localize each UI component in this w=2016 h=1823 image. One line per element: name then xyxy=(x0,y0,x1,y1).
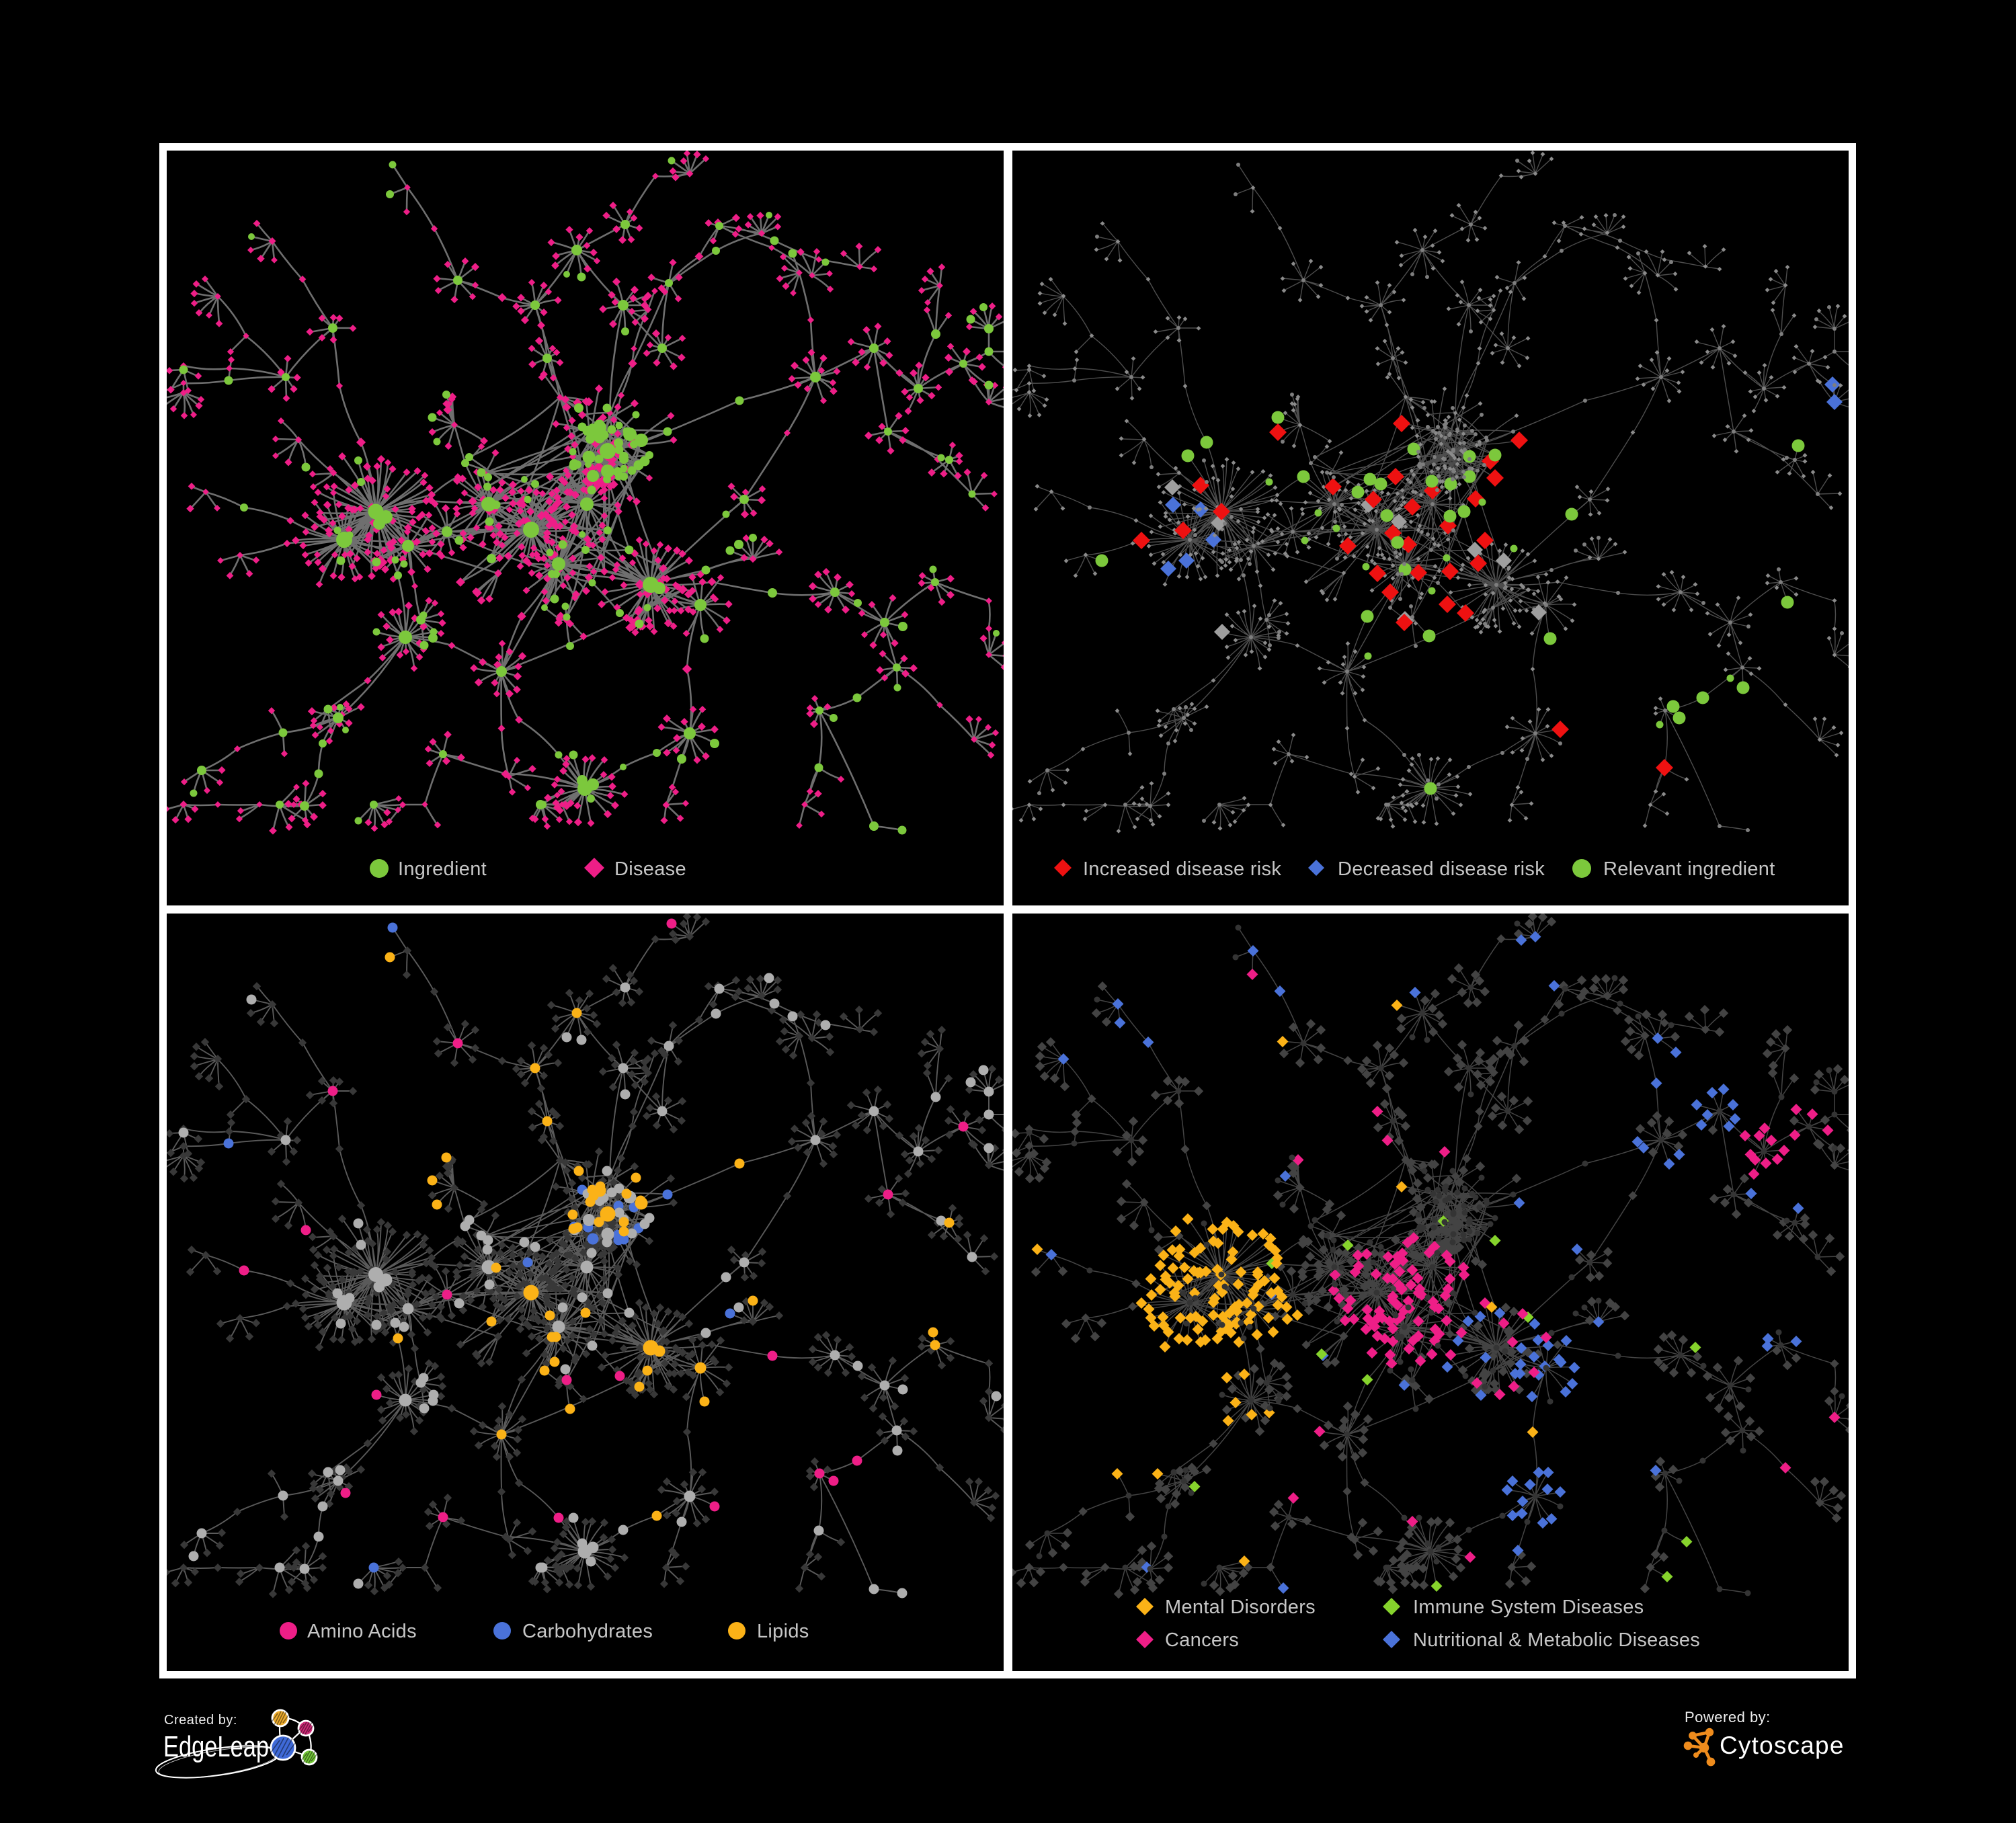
svg-text:Nutritional & Metabolic Diseas: Nutritional & Metabolic Diseases xyxy=(1413,1629,1700,1651)
svg-text:Powered by:: Powered by: xyxy=(1685,1709,1771,1726)
svg-text:Amino Acids: Amino Acids xyxy=(307,1621,417,1642)
svg-text:Ingredient: Ingredient xyxy=(398,858,487,880)
svg-text:Mental Disorders: Mental Disorders xyxy=(1165,1596,1316,1618)
svg-text:Immune System Diseases: Immune System Diseases xyxy=(1413,1596,1644,1618)
svg-text:Disease: Disease xyxy=(614,858,686,880)
svg-text:Cancers: Cancers xyxy=(1165,1629,1239,1651)
svg-text:Created by:: Created by: xyxy=(164,1713,237,1728)
svg-text:Increased disease risk: Increased disease risk xyxy=(1083,858,1281,880)
svg-text:EdgeLeap: EdgeLeap xyxy=(163,1730,269,1763)
svg-text:Relevant ingredient: Relevant ingredient xyxy=(1603,858,1775,880)
svg-text:Lipids: Lipids xyxy=(757,1621,809,1642)
svg-text:Decreased disease risk: Decreased disease risk xyxy=(1338,858,1545,880)
svg-text:Carbohydrates: Carbohydrates xyxy=(522,1621,653,1642)
svg-text:Cytoscape: Cytoscape xyxy=(1720,1732,1845,1759)
